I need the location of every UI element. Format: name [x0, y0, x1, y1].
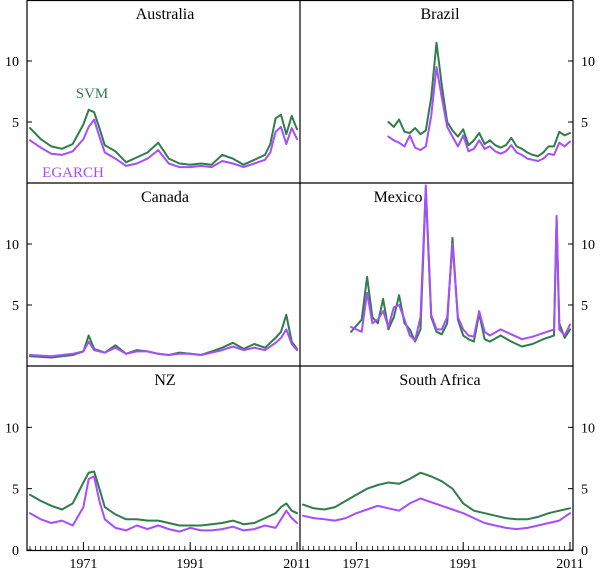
series-line-egarch-nz: [29, 475, 298, 533]
y-tick-label: 5: [12, 299, 19, 314]
series-line-svm-south-africa: [302, 471, 571, 521]
y-tick-label: 5: [581, 116, 588, 131]
series-line-svm-canada: [29, 313, 298, 359]
series-label-svm: SVM: [76, 86, 109, 102]
y-tick-label: 5: [581, 299, 588, 314]
panel-title: Mexico: [374, 189, 423, 206]
series-label-egarch: EGARCH: [42, 165, 104, 181]
x-tick-label: 1971: [69, 557, 97, 572]
x-tick-label: 1991: [449, 557, 477, 572]
panel-title: Canada: [141, 189, 189, 206]
panel-title: South Africa: [399, 372, 480, 389]
y-tick-label: 10: [581, 238, 595, 253]
series-line-egarch-mexico: [350, 184, 571, 342]
y-tick-label: 10: [5, 55, 19, 70]
x-tick-label: 2011: [283, 557, 310, 572]
series-line-egarch-canada: [29, 328, 298, 358]
y-tick-label: 10: [5, 238, 19, 253]
x-tick-label: 1991: [176, 557, 204, 572]
panel-title: Brazil: [420, 6, 460, 23]
series-line-svm-nz: [29, 470, 298, 527]
x-tick-label: 1971: [342, 557, 370, 572]
y-tick-label: 0: [581, 544, 588, 559]
series-line-svm-australia: [29, 108, 298, 166]
y-tick-label: 10: [5, 421, 19, 436]
y-tick-label: 10: [581, 421, 595, 436]
y-tick-label: 5: [12, 483, 19, 498]
y-tick-label: 5: [581, 483, 588, 498]
y-tick-label: 5: [12, 116, 19, 131]
x-tick-label: 2011: [556, 557, 583, 572]
series-line-svm-brazil: [387, 41, 571, 158]
panel-title: NZ: [154, 372, 175, 389]
panel-title: Australia: [136, 6, 195, 23]
y-tick-label: 10: [581, 55, 595, 70]
series-line-egarch-australia: [29, 118, 298, 169]
series-line-egarch-brazil: [387, 66, 571, 162]
series-line-egarch-south-africa: [302, 497, 571, 531]
y-tick-label: 0: [12, 544, 19, 559]
